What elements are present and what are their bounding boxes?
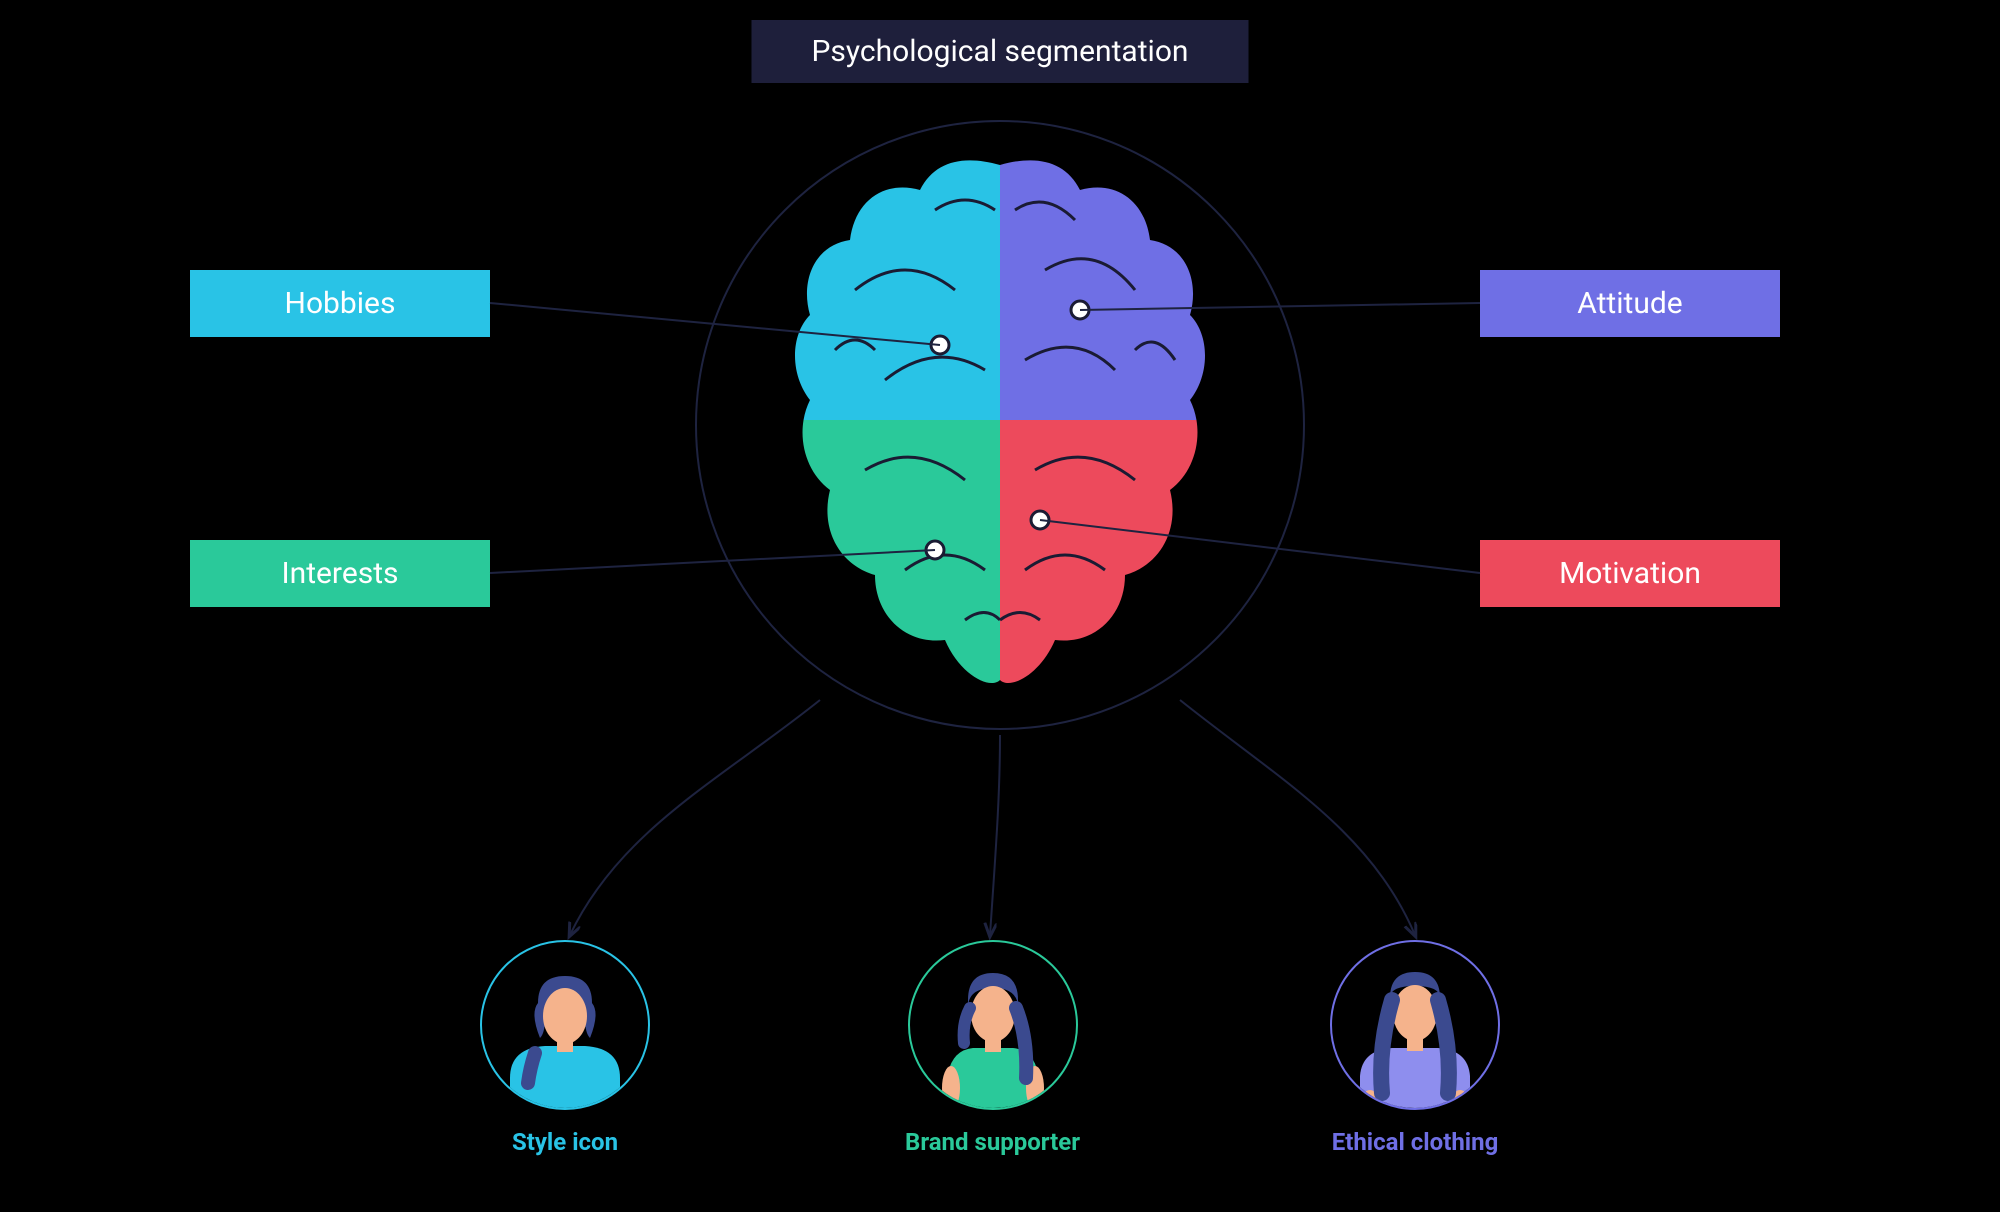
dot-interests bbox=[926, 541, 944, 559]
dot-attitude bbox=[1071, 301, 1089, 319]
label-motivation: Motivation bbox=[1480, 540, 1780, 607]
persona-avatar-style-icon bbox=[480, 940, 650, 1110]
arrow-to-ethical-clothing bbox=[1180, 700, 1415, 935]
title-text: Psychological segmentation bbox=[812, 34, 1189, 69]
label-hobbies: Hobbies bbox=[190, 270, 490, 337]
label-interests-text: Interests bbox=[281, 556, 398, 591]
persona-label-style-icon: Style icon bbox=[480, 1128, 650, 1156]
persona-avatar-ethical-clothing bbox=[1330, 940, 1500, 1110]
label-attitude-text: Attitude bbox=[1577, 286, 1682, 321]
label-hobbies-text: Hobbies bbox=[285, 286, 396, 321]
dot-hobbies bbox=[931, 336, 949, 354]
label-interests: Interests bbox=[190, 540, 490, 607]
label-attitude: Attitude bbox=[1480, 270, 1780, 337]
persona-style-icon: Style icon bbox=[480, 940, 650, 1156]
dot-motivation bbox=[1031, 511, 1049, 529]
persona-ethical-clothing: Ethical clothing bbox=[1330, 940, 1500, 1156]
title-box: Psychological segmentation bbox=[752, 20, 1249, 83]
arrow-to-style-icon bbox=[570, 700, 820, 935]
persona-avatar-brand-supporter bbox=[908, 940, 1078, 1110]
persona-label-ethical-clothing: Ethical clothing bbox=[1330, 1128, 1500, 1156]
brain-icon bbox=[785, 150, 1215, 700]
persona-brand-supporter: Brand supporter bbox=[905, 940, 1080, 1156]
persona-label-brand-supporter: Brand supporter bbox=[905, 1128, 1080, 1156]
label-motivation-text: Motivation bbox=[1559, 556, 1701, 591]
arrow-to-brand-supporter bbox=[990, 735, 1000, 935]
